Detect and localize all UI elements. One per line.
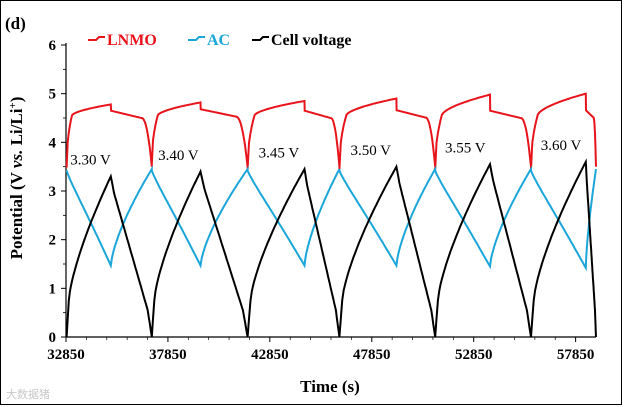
- x-axis-label: Time (s): [300, 377, 360, 396]
- legend-label-cell-voltage: Cell voltage: [271, 32, 351, 49]
- plot-area: 0 1 2 3 4 5 6 32850 37850 42850 47850 52850 57850 3.3…: [47, 38, 597, 363]
- y-tick-label: 5: [49, 87, 57, 103]
- y-tick-label: 3: [49, 184, 57, 200]
- legend-swatch-ac: [188, 36, 205, 41]
- cycle-voltage-label: 3.30 V: [70, 153, 111, 169]
- legend: LNMO AC Cell voltage: [88, 32, 351, 49]
- legend-swatch-lnmo: [88, 36, 105, 41]
- cycle-voltage-label: 3.55 V: [445, 141, 486, 157]
- legend-label-lnmo: LNMO: [107, 32, 157, 49]
- y-axis-label: Potential (V vs. Li/Li+): [7, 97, 26, 260]
- x-tick-label: 37850: [149, 347, 187, 363]
- x-tick-label: 47850: [353, 347, 391, 363]
- cycle-voltage-label: 3.50 V: [350, 143, 391, 159]
- x-tick-label: 32850: [47, 347, 85, 363]
- panel-label: (d): [5, 14, 26, 33]
- x-tick-label: 52850: [455, 347, 493, 363]
- watermark: 大数据猪: [6, 389, 50, 401]
- y-tick-label: 1: [49, 281, 57, 297]
- y-tick-label: 0: [49, 330, 57, 346]
- x-tick-label: 57850: [557, 347, 595, 363]
- series-cell-voltage: [65, 158, 597, 338]
- cycle-voltage-label: 3.40 V: [158, 148, 199, 164]
- y-tick-label: 4: [49, 135, 57, 151]
- legend-swatch-cell-voltage: [252, 36, 269, 41]
- series-ac: [65, 165, 597, 272]
- series-lnmo: [65, 92, 597, 170]
- y-tick-label: 2: [49, 233, 57, 249]
- cycle-voltage-label: 3.60 V: [541, 138, 582, 154]
- y-tick-label: 6: [49, 38, 57, 54]
- x-tick-label: 42850: [251, 347, 289, 363]
- cycle-voltage-label: 3.45 V: [259, 145, 300, 161]
- legend-label-ac: AC: [207, 32, 230, 49]
